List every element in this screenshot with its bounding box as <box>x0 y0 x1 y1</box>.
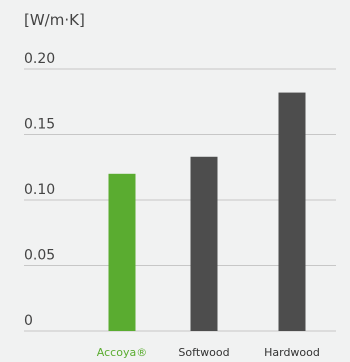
bar-softwood <box>190 156 218 331</box>
category-label: Accoya® <box>97 346 147 359</box>
y-tick-labels: 0 0.05 0.10 0.15 0.20 <box>24 51 55 329</box>
y-tick-label: 0.05 <box>24 248 55 264</box>
category-label: Softwood <box>178 346 229 359</box>
bars <box>108 92 306 331</box>
category-labels: Accoya® Softwood Hardwood <box>97 346 320 359</box>
y-tick-label: 0.20 <box>24 51 55 67</box>
y-tick-label: 0 <box>24 313 33 329</box>
y-tick-label: 0.10 <box>24 182 55 198</box>
y-tick-label: 0.15 <box>24 117 55 133</box>
category-label: Hardwood <box>264 346 320 359</box>
y-axis-unit-label: [W/m·K] <box>24 11 85 29</box>
bar-accoya <box>108 173 136 331</box>
bar-hardwood <box>278 92 306 331</box>
